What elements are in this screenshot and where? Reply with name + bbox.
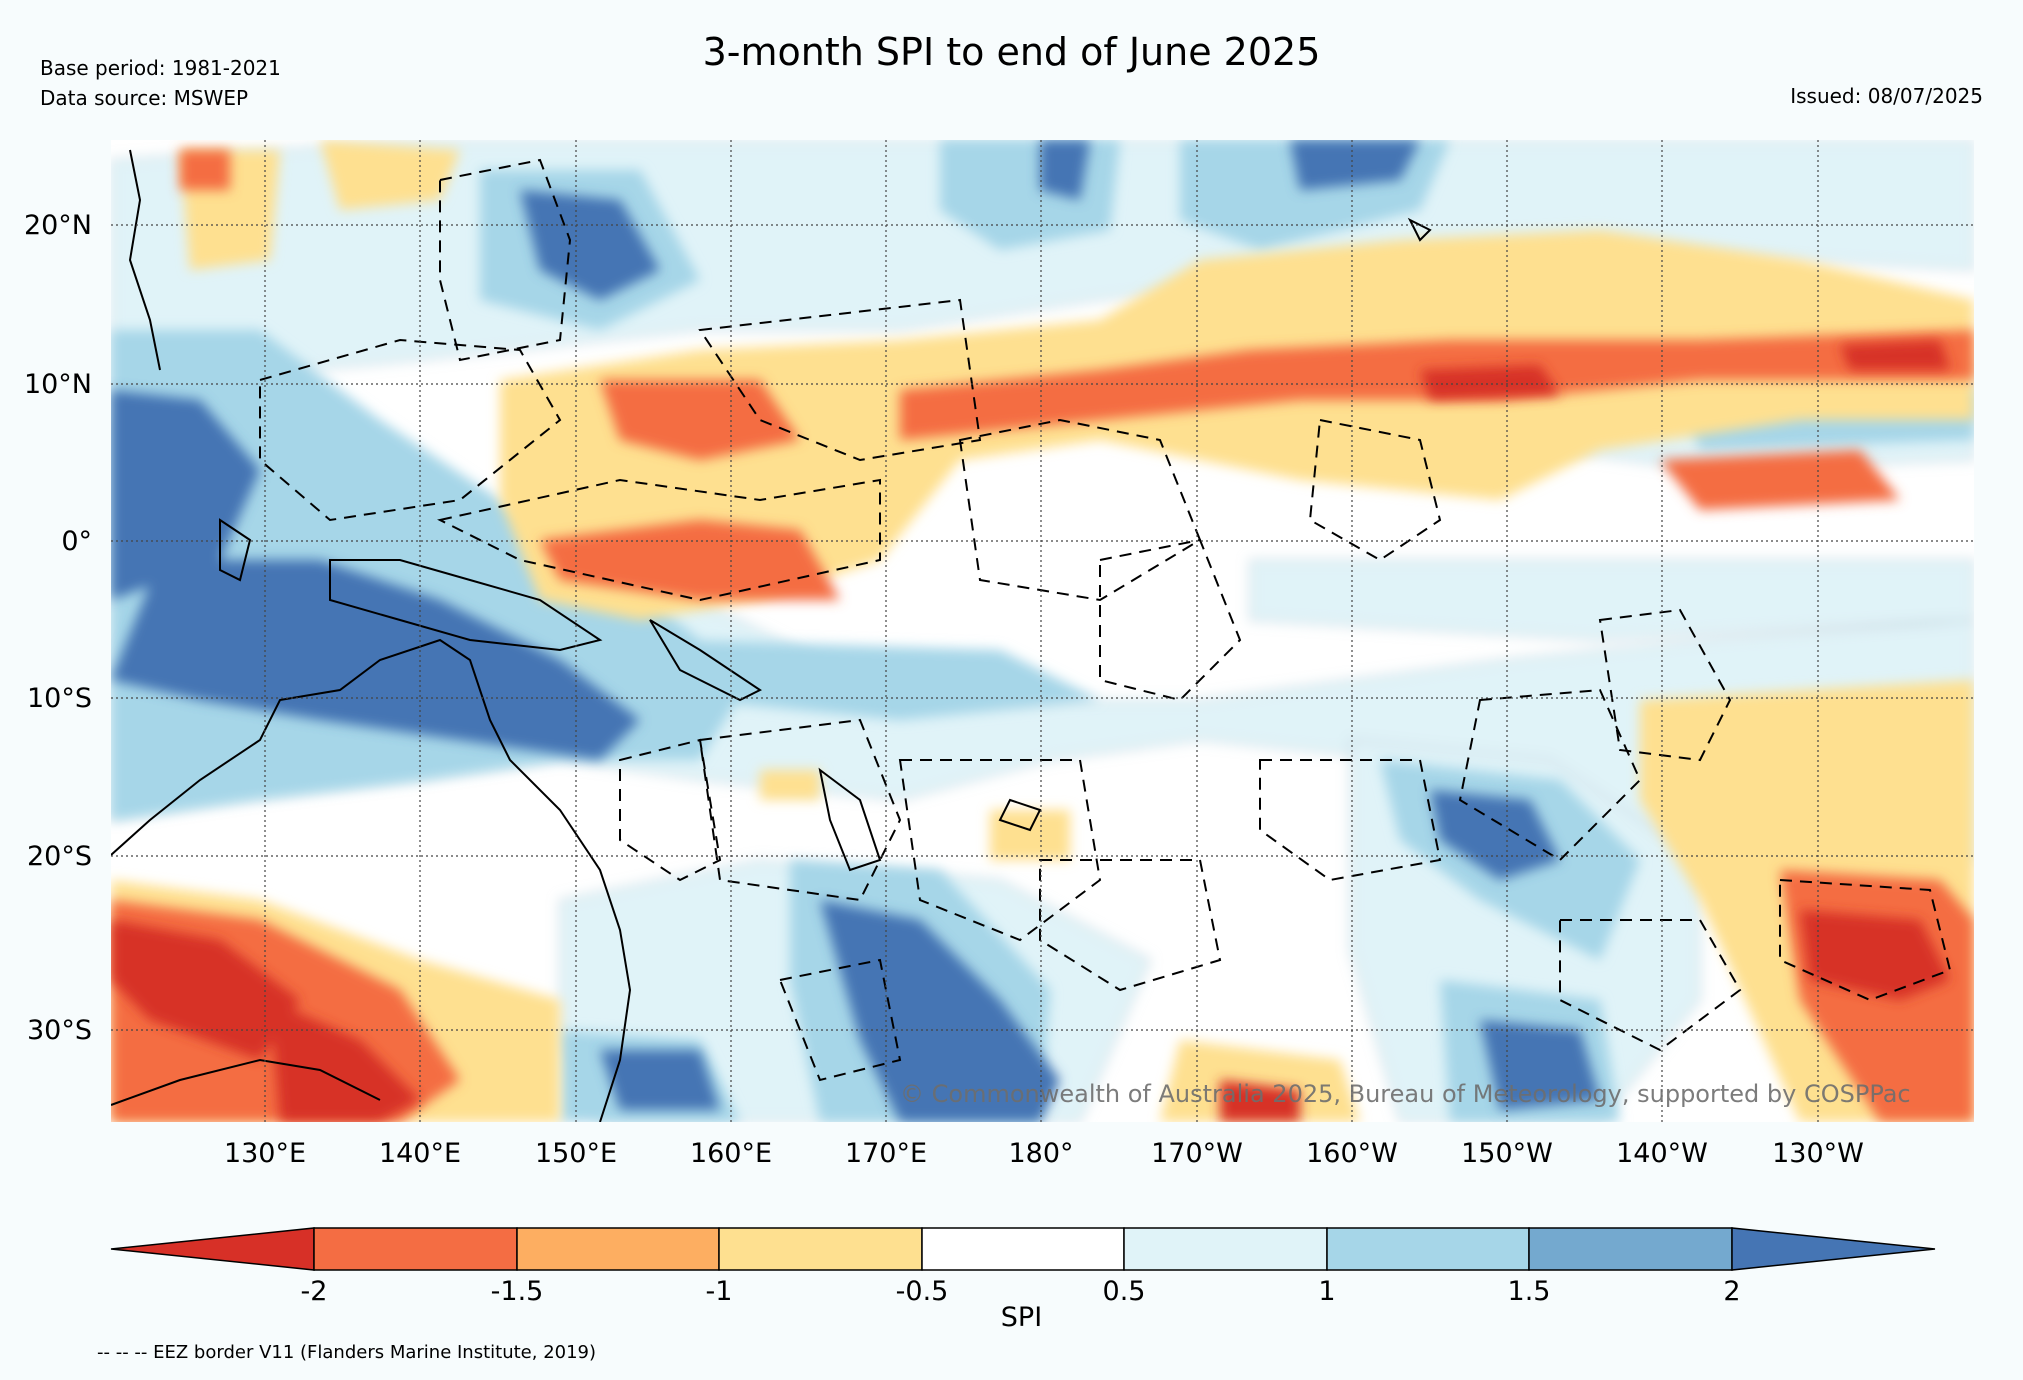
lat-label: 20°N xyxy=(24,210,92,241)
longitude-labels: 130°E 140°E 150°E 160°E 170°E 180° 170°W… xyxy=(224,1138,1864,1169)
lon-label: 170°E xyxy=(845,1138,927,1169)
colorbar-label: SPI xyxy=(1000,1302,1043,1333)
colorbar-segment xyxy=(718,1227,923,1271)
latitude-labels: 20°N 10°N 0° 10°S 20°S 30°S xyxy=(24,210,92,1046)
lon-label: 140°E xyxy=(379,1138,461,1169)
colorbar-segment xyxy=(516,1227,720,1271)
lon-label: 170°W xyxy=(1151,1138,1243,1169)
lon-label: 180° xyxy=(1008,1138,1073,1169)
lat-label: 0° xyxy=(61,526,92,557)
very-wet-regions xyxy=(111,140,1600,1122)
lon-label: 150°W xyxy=(1461,1138,1553,1169)
colorbar-tick: -0.5 xyxy=(896,1276,949,1307)
colorbar-tick: 1.5 xyxy=(1508,1276,1551,1307)
colorbar-segment xyxy=(921,1227,1125,1271)
lat-label: 10°S xyxy=(27,683,92,714)
colorbar-segment xyxy=(1528,1227,1733,1271)
lon-label: 130°E xyxy=(224,1138,306,1169)
eez-legend-note: -- -- -- EEZ border V11 (Flanders Marine… xyxy=(97,1342,597,1363)
colorbar-tick: 0.5 xyxy=(1103,1276,1146,1307)
colorbar-tick: -1.5 xyxy=(491,1276,544,1307)
lat-label: 30°S xyxy=(27,1015,92,1046)
colorbar-tick: -1 xyxy=(706,1276,733,1307)
colorbar-extend-high xyxy=(1731,1227,1936,1271)
gridlines xyxy=(111,140,1974,1122)
colorbar-tick: 1 xyxy=(1318,1276,1335,1307)
lon-label: 160°W xyxy=(1306,1138,1398,1169)
lon-label: 150°E xyxy=(535,1138,617,1169)
lon-label: 130°W xyxy=(1772,1138,1864,1169)
lon-label: 160°E xyxy=(690,1138,772,1169)
colorbar-tick: 2 xyxy=(1723,1276,1740,1307)
colorbar: -2 -1.5 -1 -0.5 0.5 1 1.5 2 xyxy=(110,1227,1936,1307)
colorbar-tick: -2 xyxy=(301,1276,328,1307)
colorbar-segment xyxy=(1326,1227,1530,1271)
coastlines xyxy=(111,149,1432,1122)
colorbar-extend-low xyxy=(110,1227,315,1271)
colorbar-segment xyxy=(313,1227,518,1271)
colorbar-segment xyxy=(1123,1227,1328,1271)
copyright-notice: © Commonwealth of Australia 2025, Bureau… xyxy=(900,1080,1911,1108)
lat-label: 10°N xyxy=(24,369,92,400)
lat-label: 20°S xyxy=(27,841,92,872)
data-source-label: Data source: MSWEP xyxy=(40,86,249,110)
lon-label: 140°W xyxy=(1616,1138,1708,1169)
base-period-label: Base period: 1981-2021 xyxy=(40,56,281,80)
very-dry-regions xyxy=(111,340,1950,1122)
issued-date-label: Issued: 08/07/2025 xyxy=(1790,84,1983,108)
map-title: 3-month SPI to end of June 2025 xyxy=(702,30,1321,74)
